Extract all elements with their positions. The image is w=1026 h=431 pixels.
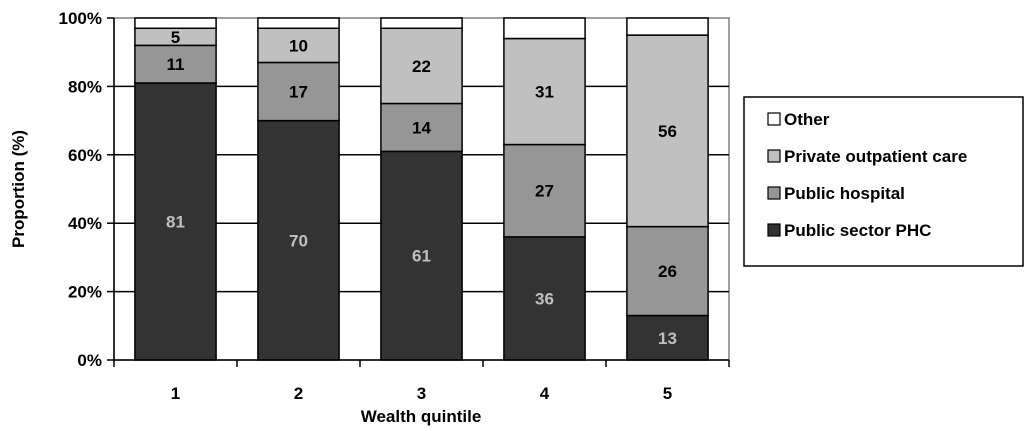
legend-swatch: [768, 187, 780, 199]
data-label: 22: [412, 57, 431, 76]
x-tick-label: 4: [540, 384, 550, 403]
data-label: 36: [535, 289, 554, 308]
x-tick-label: 5: [663, 384, 672, 403]
x-axis-ticks: 1 2 3 4 5: [114, 360, 729, 403]
data-label: 70: [289, 231, 308, 250]
y-axis-title: Proportion (%): [9, 130, 28, 248]
data-label: 31: [535, 83, 554, 102]
x-tick-label: 2: [294, 384, 303, 403]
legend-label: Other: [784, 110, 830, 129]
y-tick-label: 20%: [68, 283, 102, 302]
y-tick-label: 100%: [59, 9, 102, 28]
data-label: 61: [412, 247, 431, 266]
data-label: 10: [289, 36, 308, 55]
data-label: 14: [412, 118, 431, 137]
data-label: 17: [289, 83, 308, 102]
legend-label: Private outpatient care: [784, 147, 967, 166]
y-tick-label: 0%: [77, 351, 102, 370]
data-label: 13: [658, 329, 677, 348]
data-label: 56: [658, 122, 677, 141]
data-label: 81: [166, 212, 185, 231]
bar-segment: [627, 18, 708, 35]
bar-segment: [504, 18, 585, 39]
data-label: 11: [167, 55, 185, 74]
plot-area: 81 11 5 70 17 10 61 14 22 36 27 31 13 26 56: [114, 18, 729, 360]
data-label: 27: [535, 182, 554, 201]
bar-segment: [135, 18, 216, 28]
legend-swatch: [768, 113, 780, 125]
x-tick-label: 3: [417, 384, 426, 403]
x-tick-label: 1: [171, 384, 180, 403]
legend: Other Private outpatient care Public hospi…: [744, 97, 1023, 266]
y-tick-label: 80%: [68, 77, 102, 96]
legend-label: Public hospital: [784, 184, 905, 203]
bar-segment: [258, 18, 339, 28]
data-label: 26: [658, 262, 677, 281]
y-axis-ticks: 0% 20% 40% 60% 80% 100%: [59, 9, 114, 370]
x-axis-title: Wealth quintile: [361, 407, 482, 426]
y-tick-label: 60%: [68, 146, 102, 165]
y-tick-label: 40%: [68, 214, 102, 233]
legend-swatch: [768, 224, 780, 236]
legend-label: Public sector PHC: [784, 221, 931, 240]
legend-swatch: [768, 150, 780, 162]
data-label: 5: [171, 28, 180, 47]
bar-segment: [381, 18, 462, 28]
